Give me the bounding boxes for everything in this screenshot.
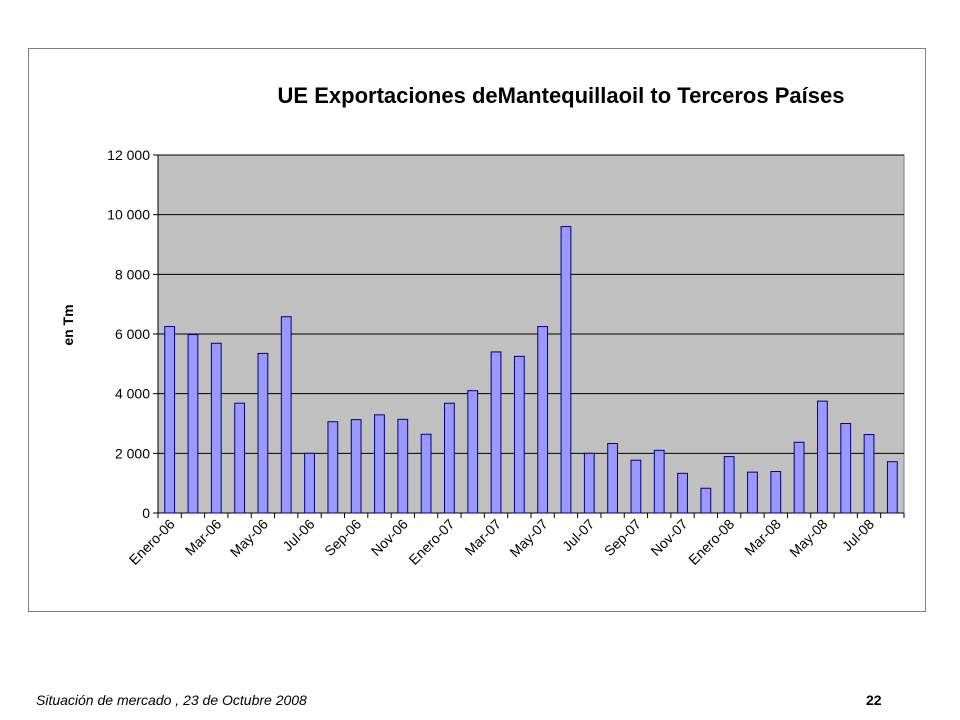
bar [513,355,525,514]
y-axis-label: en Tm [60,304,76,345]
bar [420,433,432,514]
bar [444,402,455,514]
x-tick-label: Nov-07 [647,516,690,559]
bar [280,316,292,514]
chart-title: UE Exportaciones deMantequillaoil to Ter… [278,83,845,108]
bar [234,402,245,514]
bar [723,456,735,514]
x-tick-label: Enero-06 [126,516,178,568]
bar [653,449,665,514]
bar [467,390,479,514]
bar [490,351,502,514]
bar [630,459,642,514]
y-tick-label: 10 000 [107,207,150,223]
bar-chart: UE Exportaciones deMantequillaoil to Ter… [60,83,905,568]
bar [374,414,385,514]
x-tick-label: Mar-06 [182,516,225,559]
y-tick-label: 12 000 [107,147,150,163]
x-tick-label: Nov-06 [368,516,411,559]
y-tick-label: 0 [142,505,150,521]
y-tick-label: 2 000 [115,445,150,461]
bar [397,418,409,514]
x-tick-label: Mar-07 [461,516,504,559]
bar [350,419,362,514]
x-tick-label: Sep-06 [321,516,364,559]
bar [257,352,269,514]
bar [210,342,222,514]
x-tick-label: May-08 [786,516,830,560]
x-tick-label: Jul-07 [559,516,597,554]
bar [537,326,549,514]
bar [607,442,618,514]
x-tick-label: Jul-08 [839,516,877,554]
bar [164,326,176,514]
bar [793,441,805,514]
bar [304,452,315,514]
bar [747,471,758,514]
x-tick-label: Mar-08 [741,516,784,559]
bar [560,226,572,514]
bar [770,471,782,514]
footer-text: Situación de mercado , 23 de Octubre 200… [36,692,307,708]
bar [583,452,595,514]
page-number: 22 [866,692,882,708]
bar [863,434,875,514]
x-tick-label: Enero-07 [405,516,457,568]
x-tick-label: Enero-08 [685,516,737,568]
bar [327,421,339,514]
chart-frame: UE Exportaciones deMantequillaoil to Ter… [28,48,926,612]
x-tick-label: Jul-06 [279,516,317,554]
bar [187,334,199,514]
x-tick-label: May-06 [227,516,271,560]
bar [700,487,712,514]
x-tick-label: Sep-07 [601,516,644,559]
bar [840,423,852,514]
bar [677,472,688,514]
y-tick-label: 8 000 [115,266,150,282]
y-tick-label: 4 000 [115,386,150,402]
y-tick-label: 6 000 [115,326,150,342]
x-tick-label: May-07 [506,516,550,560]
bar [886,461,898,514]
bar [817,400,828,514]
